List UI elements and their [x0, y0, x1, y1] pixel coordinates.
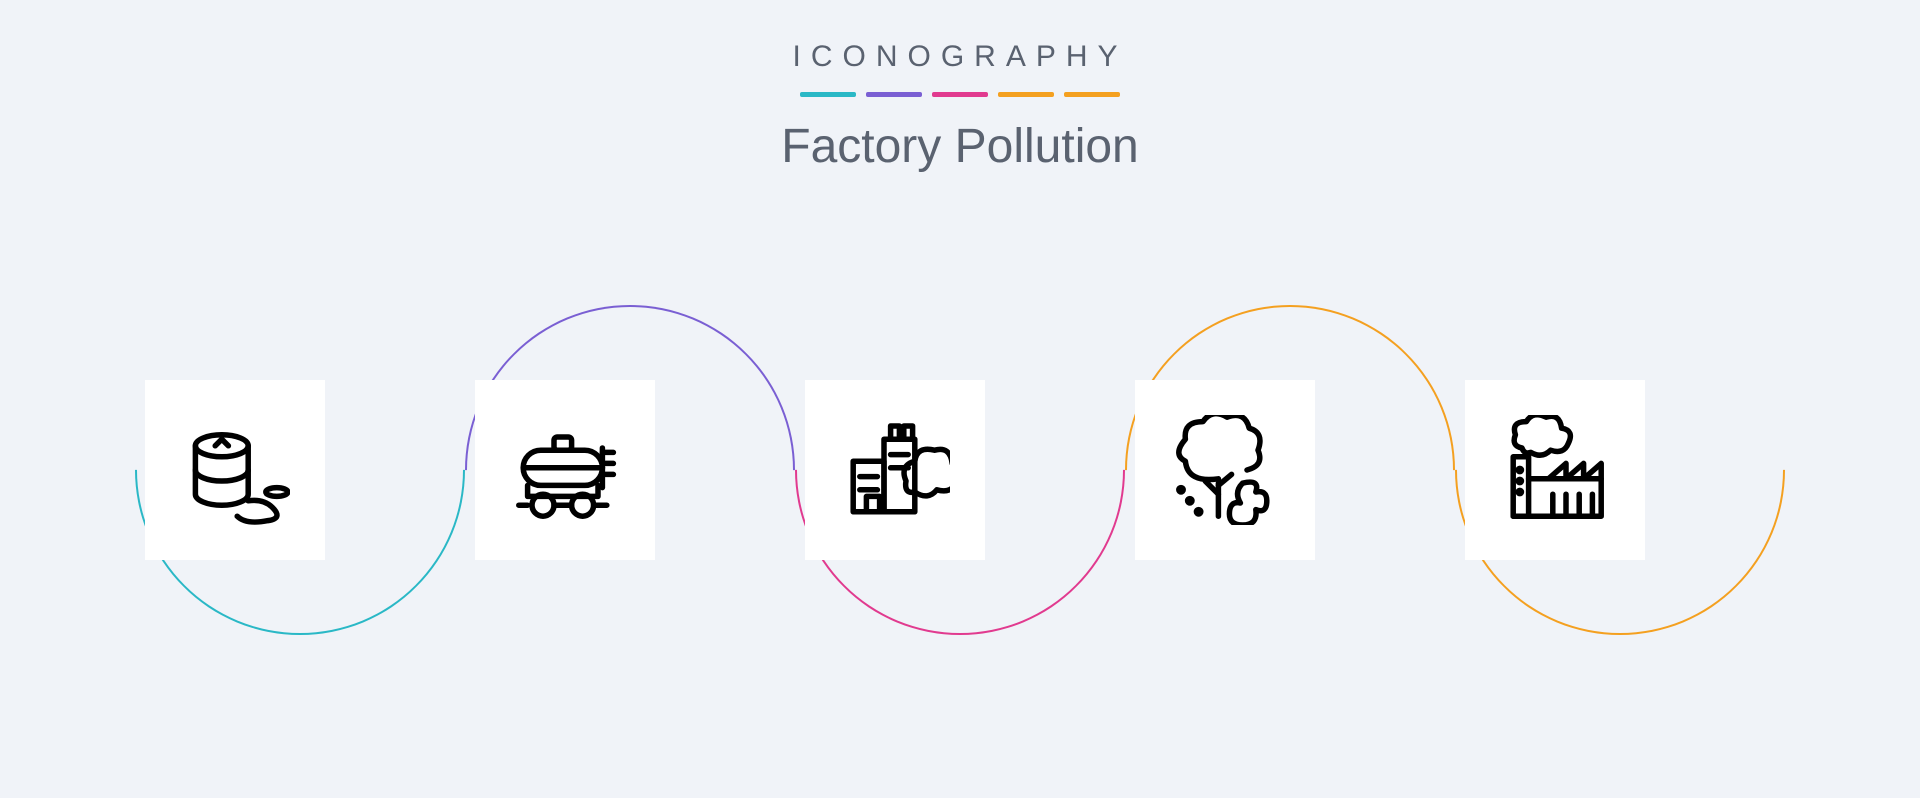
accent-bar-2 [932, 92, 988, 97]
barrel-spill-box [145, 380, 325, 560]
tanker-truck-icon [510, 415, 620, 525]
burning-tree-box [1135, 380, 1315, 560]
barrel-spill-icon [180, 415, 290, 525]
factory-smog-box [805, 380, 985, 560]
accent-bars [0, 92, 1920, 97]
factory-smoke-box [1465, 380, 1645, 560]
accent-bar-0 [800, 92, 856, 97]
accent-bar-4 [1064, 92, 1120, 97]
page-title: Factory Pollution [0, 119, 1920, 174]
brand-text: ICONOGRAPHY [0, 40, 1920, 74]
factory-smoke-icon [1500, 415, 1610, 525]
header: ICONOGRAPHY Factory Pollution [0, 0, 1920, 174]
tanker-truck-box [475, 380, 655, 560]
icon-stage [0, 260, 1920, 680]
accent-bar-3 [998, 92, 1054, 97]
accent-bar-1 [866, 92, 922, 97]
factory-smog-icon [840, 415, 950, 525]
burning-tree-icon [1170, 415, 1280, 525]
